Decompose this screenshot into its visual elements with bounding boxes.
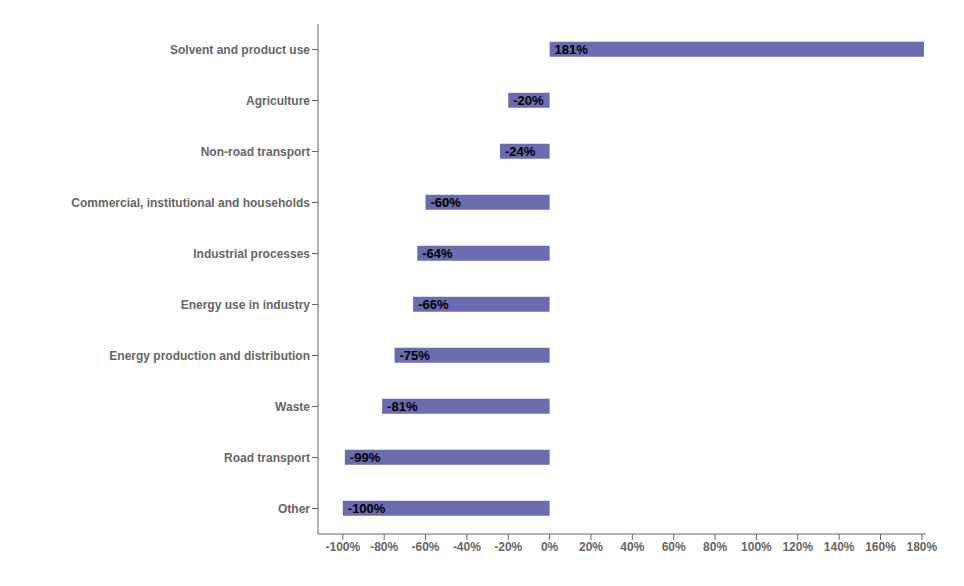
svg-text:0%: 0% [541, 540, 559, 554]
svg-text:-60%: -60% [412, 540, 440, 554]
svg-text:120%: 120% [782, 540, 813, 554]
svg-text:-100%: -100% [348, 501, 386, 516]
svg-text:Non-road transport: Non-road transport [201, 145, 310, 159]
svg-text:140%: 140% [824, 540, 855, 554]
svg-text:-60%: -60% [431, 195, 462, 210]
svg-text:-20%: -20% [494, 540, 522, 554]
svg-text:-40%: -40% [453, 540, 481, 554]
svg-text:80%: 80% [703, 540, 727, 554]
svg-text:100%: 100% [741, 540, 772, 554]
svg-text:Waste: Waste [275, 400, 310, 414]
svg-text:40%: 40% [620, 540, 644, 554]
svg-text:-66%: -66% [418, 297, 449, 312]
svg-text:Road transport: Road transport [224, 451, 310, 465]
svg-text:Solvent and product use: Solvent and product use [170, 43, 310, 57]
svg-text:Commercial, institutional and: Commercial, institutional and households [71, 196, 310, 210]
svg-text:180%: 180% [907, 540, 938, 554]
svg-text:Energy production and distribu: Energy production and distribution [109, 349, 310, 363]
svg-text:-20%: -20% [513, 93, 544, 108]
svg-text:60%: 60% [662, 540, 686, 554]
svg-text:160%: 160% [865, 540, 896, 554]
svg-text:Industrial processes: Industrial processes [193, 247, 310, 261]
svg-text:-24%: -24% [505, 144, 536, 159]
svg-text:-100%: -100% [325, 540, 360, 554]
svg-text:Agriculture: Agriculture [246, 94, 310, 108]
svg-text:181%: 181% [555, 42, 589, 57]
svg-text:-64%: -64% [422, 246, 453, 261]
svg-text:-80%: -80% [370, 540, 398, 554]
svg-text:Energy use in industry: Energy use in industry [181, 298, 311, 312]
svg-text:20%: 20% [579, 540, 603, 554]
svg-text:-99%: -99% [350, 450, 381, 465]
svg-text:-81%: -81% [387, 399, 418, 414]
svg-text:-75%: -75% [400, 348, 431, 363]
svg-text:Other: Other [278, 502, 310, 516]
